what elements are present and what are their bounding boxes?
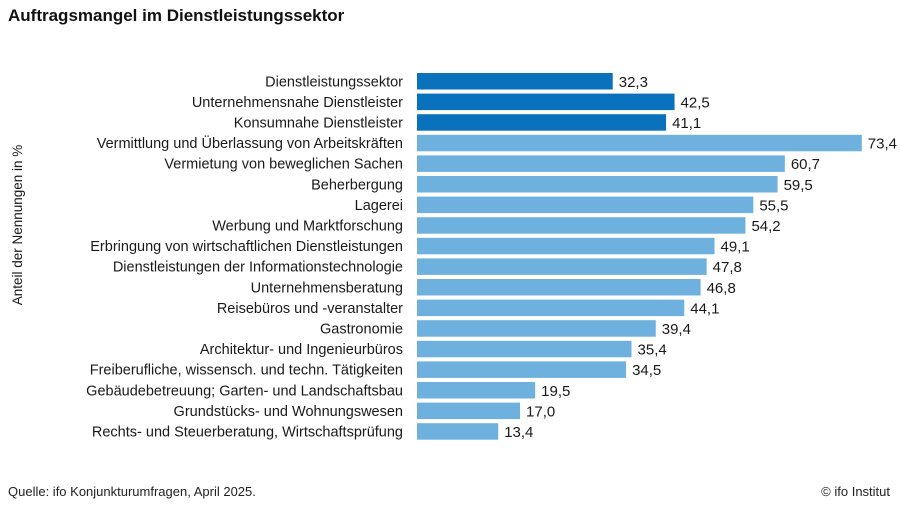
bar-7 [417, 217, 746, 234]
category-label: Lagerei [355, 198, 403, 214]
category-label: Vermietung von beweglichen Sachen [164, 157, 403, 173]
chart-title: Auftragsmangel im Dienstleistungssektor [8, 6, 345, 25]
value-label: 59,5 [784, 177, 813, 194]
category-label: Unternehmensnahe Dienstleister [192, 95, 403, 111]
category-label: Grundstücks- und Wohnungswesen [174, 404, 403, 420]
value-label: 49,1 [721, 239, 750, 256]
value-label: 34,5 [632, 362, 661, 379]
bar-3 [417, 134, 862, 152]
category-label: Dienstleistungssektor [265, 74, 403, 90]
category-label: Vermittlung und Überlassung von Arbeitsk… [97, 134, 403, 152]
bar-17 [417, 423, 499, 440]
bar-15 [417, 382, 536, 399]
bar-6 [417, 196, 754, 214]
value-label: 35,4 [638, 342, 667, 359]
bar-2 [417, 114, 667, 131]
value-label: 17,0 [526, 403, 555, 420]
bar-0 [417, 73, 613, 90]
value-label: 44,1 [690, 300, 719, 317]
category-label: Erbringung von wirtschaftlichen Dienstle… [90, 239, 403, 255]
value-label: 55,5 [759, 197, 788, 214]
y-axis-label: Anteil der Nennungen in % [10, 145, 25, 306]
bar-14 [417, 361, 627, 378]
bar-11 [417, 299, 685, 317]
category-label: Konsumnahe Dienstleister [234, 115, 403, 131]
bar-12 [417, 320, 656, 337]
copyright-credit: © ifo Institut [821, 484, 890, 499]
bar-16 [417, 402, 521, 420]
value-label: 54,2 [751, 218, 780, 235]
category-label: Architektur- und Ingenieurbüros [200, 342, 403, 358]
value-label: 73,4 [868, 136, 897, 153]
bar-5 [417, 176, 778, 193]
category-label: Rechts- und Steuerberatung, Wirtschaftsp… [92, 424, 403, 440]
value-label: 41,1 [672, 115, 701, 132]
category-label: Unternehmensberatung [251, 280, 403, 296]
bar-10 [417, 279, 701, 296]
value-label: 47,8 [713, 259, 742, 276]
value-label: 46,8 [707, 280, 736, 297]
category-label: Beherbergung [311, 177, 403, 193]
bar-4 [417, 155, 785, 172]
category-label: Gastronomie [320, 321, 403, 337]
category-label: Freiberufliche, wissensch. und techn. Tä… [90, 363, 403, 379]
value-label: 32,3 [619, 74, 648, 91]
value-label: 60,7 [791, 156, 820, 173]
bar-1 [417, 93, 675, 111]
category-label: Dienstleistungen der Informationstechnol… [113, 260, 403, 276]
bar-9 [417, 258, 707, 275]
value-label: 13,4 [504, 424, 533, 441]
source-note: Quelle: ifo Konjunkturumfragen, April 20… [8, 484, 256, 499]
category-label: Reisebüros und -veranstalter [217, 301, 403, 317]
category-label: Gebäudebetreuung; Garten- und Landschaft… [86, 383, 403, 399]
bars-group: Dienstleistungssektor 32,3 Unternehmensnah… [86, 73, 897, 441]
value-label: 39,4 [662, 321, 691, 338]
value-label: 19,5 [541, 383, 570, 400]
category-label: Werbung und Marktforschung [212, 218, 403, 234]
bar-13 [417, 340, 632, 358]
bar-8 [417, 237, 715, 255]
value-label: 42,5 [681, 94, 710, 111]
